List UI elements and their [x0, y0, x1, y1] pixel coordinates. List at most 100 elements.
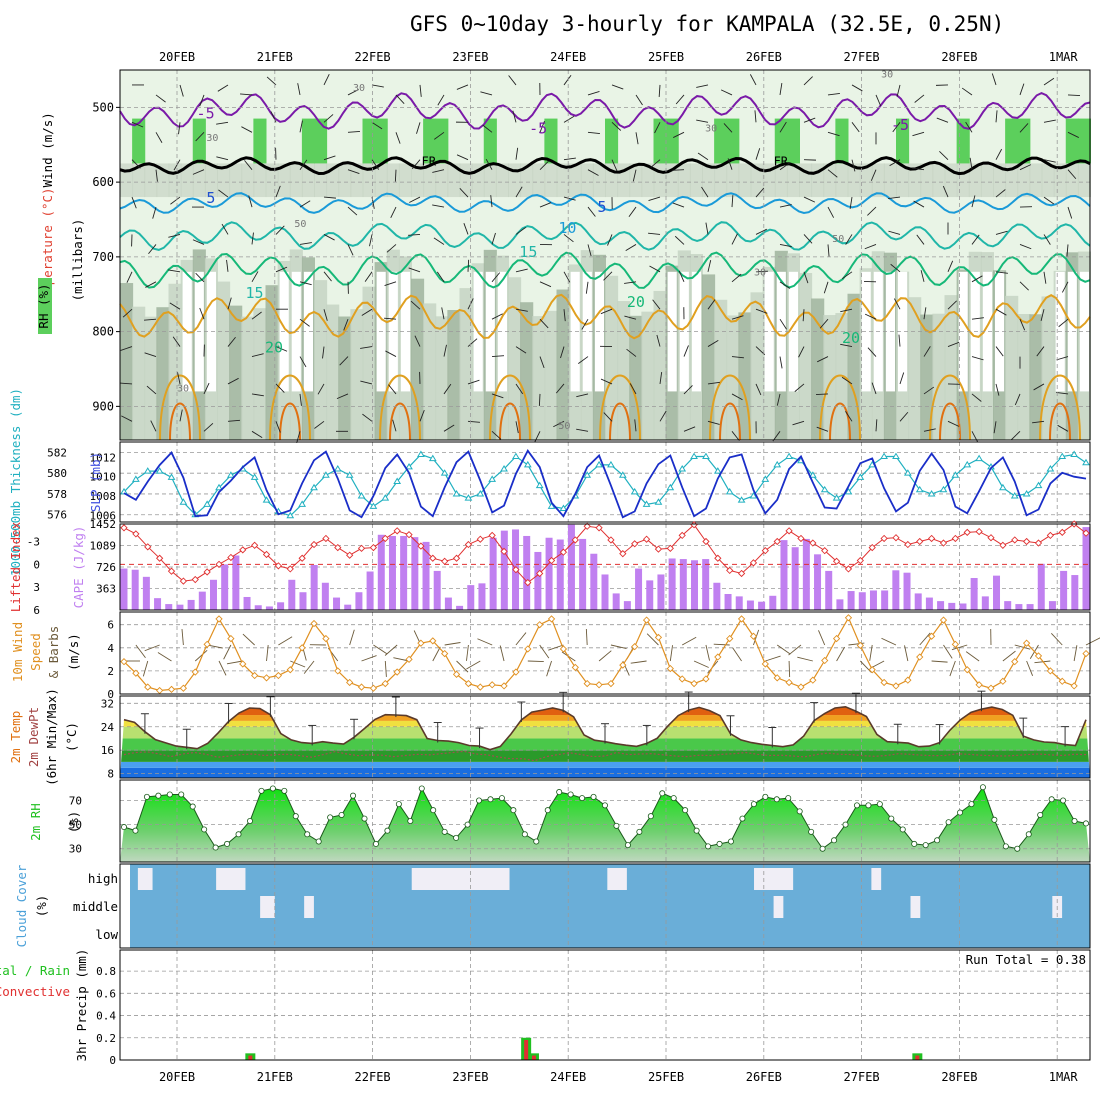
- cape-bar: [925, 597, 933, 610]
- wind-barb: [827, 131, 840, 137]
- wind-barb-10m: [776, 644, 791, 655]
- wind-barb: [971, 275, 983, 283]
- wind-barb: [683, 385, 693, 395]
- wind-barb: [1019, 123, 1029, 133]
- rh-band: [932, 313, 946, 440]
- thickness-point: [951, 471, 960, 478]
- rh2m-point: [315, 838, 322, 845]
- rh-band: [629, 315, 643, 440]
- cape-bar: [176, 604, 184, 610]
- rh2m-point: [189, 803, 196, 810]
- thickness-point: [737, 496, 746, 503]
- thickness-point: [286, 511, 295, 519]
- wind-barb: [755, 270, 769, 273]
- rh2m-point: [727, 838, 734, 845]
- wind-barb: [697, 152, 709, 161]
- wind-barb: [912, 131, 925, 137]
- wind-barb: [227, 297, 232, 310]
- wind-speed-point: [821, 656, 829, 665]
- cape-bar: [1060, 570, 1068, 610]
- contour-label: -5: [197, 105, 215, 123]
- wind-barb: [845, 234, 853, 245]
- thickness-point: [452, 489, 461, 497]
- wind-barb: [371, 159, 380, 170]
- wind-barb: [779, 162, 791, 171]
- wind-speed-point: [274, 671, 283, 680]
- wind-barb-10m: [598, 650, 612, 662]
- wind-barb: [441, 307, 445, 320]
- rh2m-point: [224, 840, 231, 847]
- cape-bar: [579, 538, 587, 610]
- rh-band: [374, 163, 388, 198]
- rh2m-point: [831, 837, 838, 844]
- lifted-index-point: [286, 565, 294, 573]
- thickness-point: [678, 465, 687, 472]
- date-label-bottom: 22FEB: [355, 1070, 391, 1084]
- rh2m-point: [441, 828, 448, 835]
- wind-barb: [251, 271, 259, 283]
- wind-barb: [696, 84, 709, 88]
- contour-label: -5: [529, 120, 547, 138]
- wind-barb: [131, 159, 141, 169]
- lifted-index-point: [239, 546, 247, 554]
- rh-label: 50: [832, 234, 844, 245]
- rh-band: [556, 289, 570, 440]
- cape-bar: [959, 603, 967, 610]
- rh2m-point: [510, 807, 517, 814]
- wind-speed-point: [322, 634, 330, 643]
- precip-convective-bar: [524, 1040, 529, 1060]
- wind-barb: [971, 195, 976, 208]
- contour-label: -5: [891, 116, 909, 134]
- thickness-point: [702, 452, 710, 460]
- wind-barb: [995, 230, 1008, 235]
- wind-barb: [936, 117, 949, 123]
- wind-barb: [227, 419, 240, 422]
- cloud-clear-high: [411, 868, 510, 890]
- date-label-top: 27FEB: [844, 50, 880, 64]
- cloud-level-label: middle: [73, 899, 118, 914]
- thickness-point: [417, 450, 425, 457]
- wind-speed-point: [215, 615, 223, 623]
- wind-barb: [251, 311, 262, 320]
- wind-barb: [467, 420, 480, 423]
- wind-barb-10m: [943, 644, 953, 659]
- wind-barb: [168, 234, 181, 238]
- rh-label: 50: [558, 421, 570, 432]
- wind-barb: [1019, 244, 1032, 250]
- wind-speed-point: [761, 660, 769, 668]
- wind-barb: [875, 94, 882, 107]
- rh2m-point: [934, 837, 941, 844]
- wind-barb: [587, 91, 600, 96]
- wind-barb: [361, 308, 373, 316]
- rh2m-point: [968, 801, 975, 808]
- wind-barb: [515, 383, 524, 395]
- wind-barb: [841, 271, 853, 280]
- wind-barb: [144, 352, 157, 357]
- wind-barb: [947, 420, 960, 427]
- wind-barb: [323, 271, 332, 282]
- date-label-top: 21FEB: [257, 50, 293, 64]
- wind-barb: [683, 345, 689, 357]
- wind-barb: [314, 420, 325, 429]
- wind-barb-10m: [681, 636, 697, 646]
- lifted-index-point: [334, 543, 342, 552]
- rh2m-point: [453, 834, 460, 841]
- wind-barb: [779, 318, 787, 330]
- lifted-index-point: [1034, 539, 1043, 547]
- cape-bar: [1026, 604, 1034, 610]
- wind-barb: [1019, 83, 1025, 96]
- rh-band: [932, 163, 946, 198]
- rh-band: [908, 163, 922, 198]
- rh2m-point: [579, 795, 586, 802]
- cross-section-grid: [176, 70, 1058, 440]
- rh-band-moist: [726, 118, 740, 164]
- wind-barb: [603, 412, 613, 422]
- temp2m-frame: [119, 695, 1091, 779]
- lifted-index-point: [1058, 528, 1066, 537]
- wind-barb: [508, 75, 517, 86]
- wind-barb: [947, 300, 957, 310]
- wind-barb: [148, 244, 157, 255]
- thickness-point: [500, 465, 508, 472]
- date-label-top: 1MAR: [1049, 50, 1079, 64]
- wind-barb-10m: [646, 633, 659, 646]
